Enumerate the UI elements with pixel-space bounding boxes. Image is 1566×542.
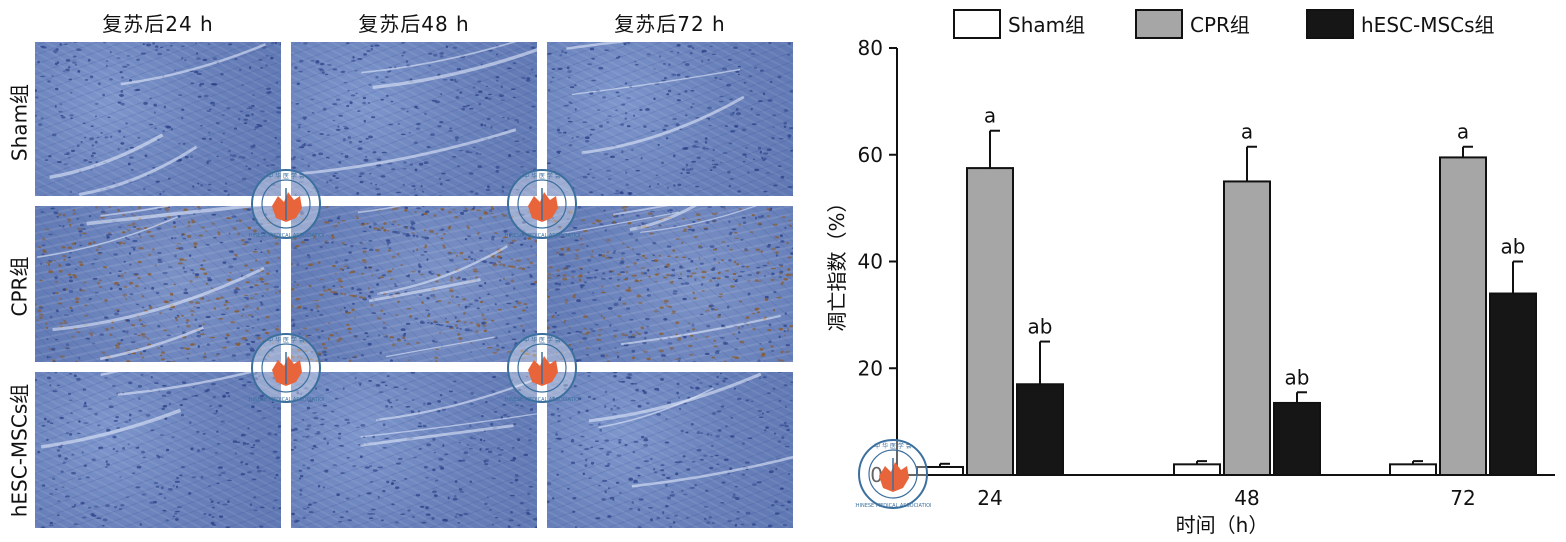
watermark-seal-icon <box>248 166 324 242</box>
significance-label: ab <box>1285 365 1310 389</box>
x-axis-ticks: 24 48 72 <box>977 486 1475 510</box>
bar-48h-series-0 <box>1173 463 1221 477</box>
significance-label: ab <box>1501 235 1526 259</box>
legend-swatch <box>1306 9 1354 39</box>
micrograph-hesc-24h <box>35 372 281 528</box>
column-header-72h: 复苏后72 h <box>614 12 726 36</box>
micrograph-sham-72h <box>547 42 793 196</box>
row-label-sham: Sham组 <box>7 83 32 162</box>
significance-label: a <box>1457 120 1469 144</box>
micrograph-sham-48h <box>291 42 537 196</box>
legend-swatch <box>953 9 1001 39</box>
bar-24h-series-1 <box>966 167 1014 476</box>
y-tick-label: 60 <box>858 143 883 167</box>
column-header-24h: 复苏后24 h <box>102 12 214 36</box>
bar-24h-series-2 <box>1016 383 1064 477</box>
micrograph-sham-24h <box>35 42 281 196</box>
micrograph-hesc-72h <box>547 372 793 528</box>
bar-72h-series-2 <box>1489 292 1537 476</box>
tissue-texture <box>35 206 281 362</box>
micrograph-hesc-48h <box>291 372 537 528</box>
significance-label: ab <box>1028 315 1053 339</box>
chart-legend: Sham组 CPR组 hESC-MSCs组 <box>953 9 1495 39</box>
tissue-texture <box>547 206 793 362</box>
y-axis-ticks: 204060800 <box>858 36 897 487</box>
tissue-texture <box>291 372 537 528</box>
tissue-texture <box>547 42 793 196</box>
watermark-seal-icon <box>248 330 324 406</box>
legend-label: hESC-MSCs组 <box>1361 13 1495 37</box>
y-tick-label: 20 <box>858 356 883 380</box>
y-tick-label: 80 <box>858 36 883 60</box>
row-label-cpr: CPR组 <box>7 256 32 317</box>
watermark-seal-icon <box>504 330 580 406</box>
bar-48h-series-2 <box>1273 401 1321 477</box>
apoptosis-bar-chart: 中 华 医 学 会 CHINESE MEDICAL ASSOCIATION Sh… <box>825 9 1555 537</box>
tissue-texture <box>291 206 537 362</box>
column-header-48h: 复苏后48 h <box>358 12 470 36</box>
bar-48h-series-1 <box>1223 180 1271 476</box>
tissue-texture <box>35 42 281 196</box>
tissue-texture <box>291 42 537 196</box>
bar-72h-series-1 <box>1439 156 1487 476</box>
x-tick-label: 48 <box>1234 486 1259 510</box>
x-tick-label: 24 <box>977 486 1002 510</box>
micrograph-cpr-72h <box>547 206 793 362</box>
x-axis-title: 时间（h） <box>1176 513 1269 537</box>
legend-label: CPR组 <box>1190 13 1250 37</box>
legend-swatch <box>1135 9 1183 39</box>
y-tick-label: 40 <box>858 250 883 274</box>
significance-label: a <box>984 104 996 128</box>
micrograph-cpr-24h <box>35 206 281 362</box>
y-axis-title: 凋亡指数（%） <box>825 192 849 331</box>
significance-label: a <box>1241 120 1253 144</box>
tissue-texture <box>547 372 793 528</box>
watermark-seal-icon <box>504 166 580 242</box>
micrograph-cpr-48h <box>291 206 537 362</box>
tissue-texture <box>35 372 281 528</box>
legend-label: Sham组 <box>1008 13 1085 37</box>
bar-series: a ab a ab a ab <box>916 104 1537 477</box>
bar-72h-series-0 <box>1389 463 1437 477</box>
row-label-hesc-mscs: hESC-MSCs组 <box>7 383 32 518</box>
watermark-seal-icon <box>855 439 931 510</box>
x-tick-label: 72 <box>1450 486 1475 510</box>
